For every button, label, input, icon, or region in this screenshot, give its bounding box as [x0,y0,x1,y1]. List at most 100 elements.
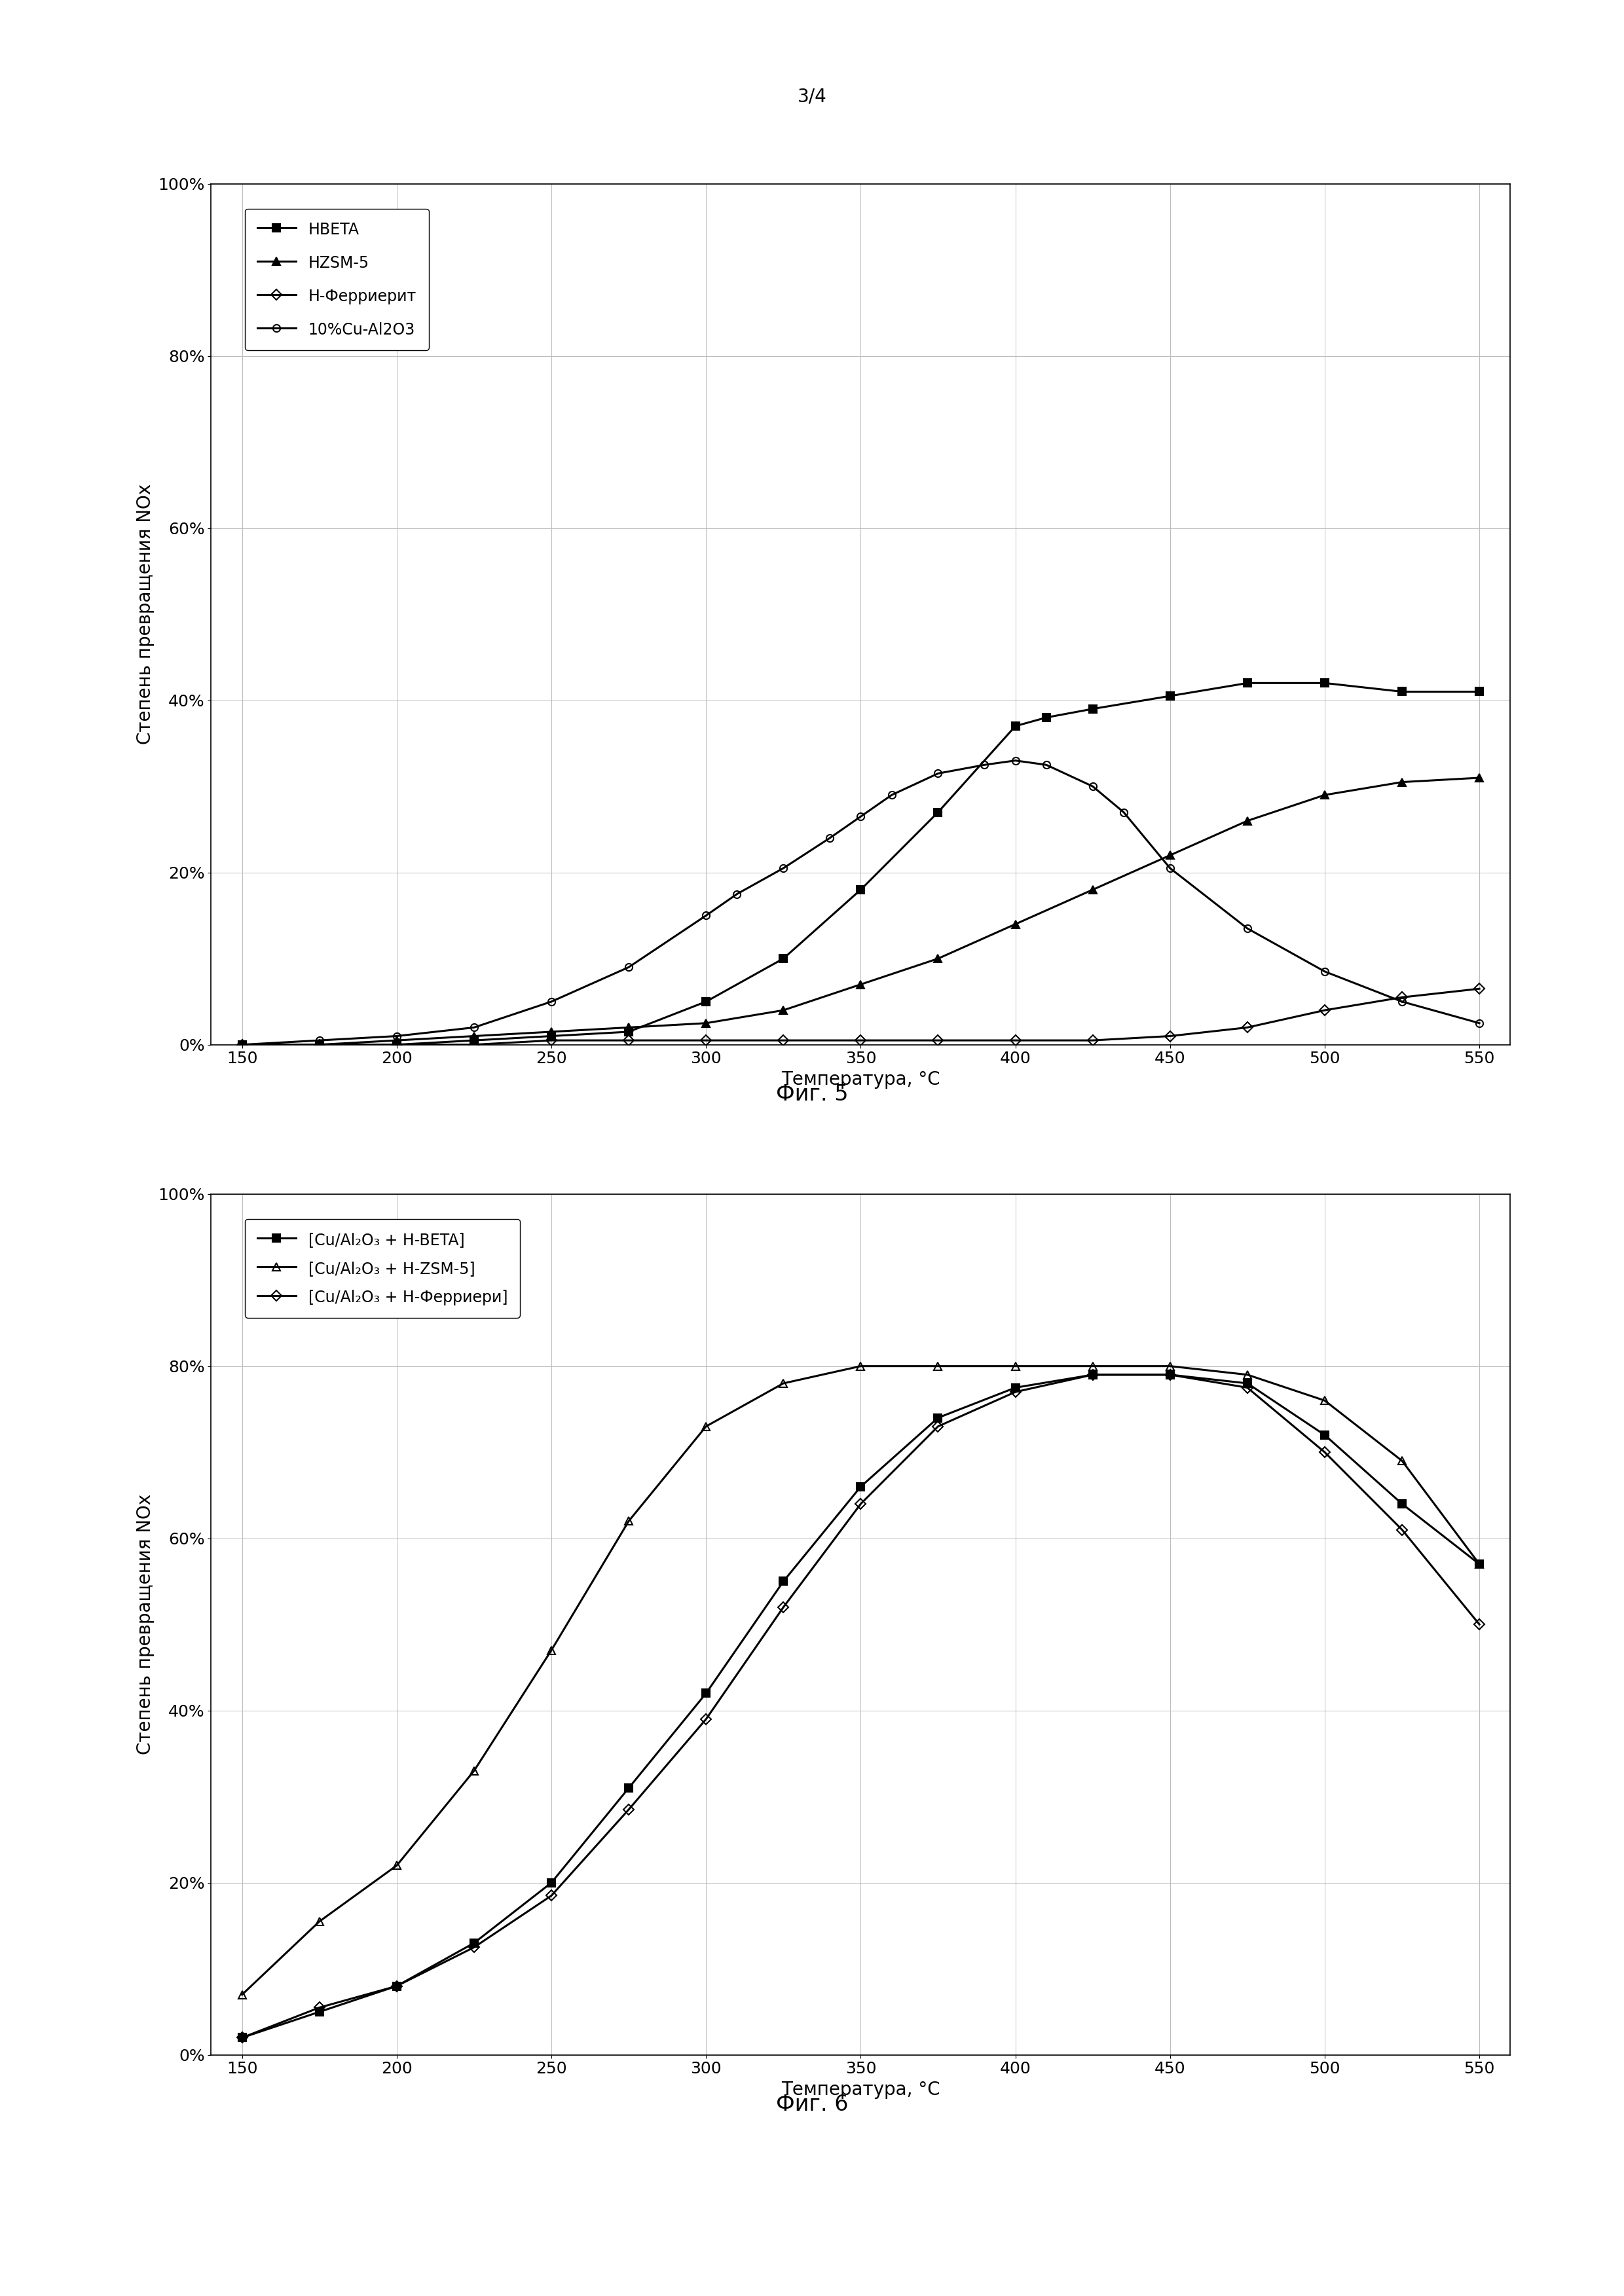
[Cu/Al₂O₃ + H-BETA] [387,1972,406,2000]
[Cu/Al₂O₃ + H-ZSM-5] [1470,1550,1489,1577]
10%Cu-Al2O3 [728,879,747,907]
[Cu/Al₂O₃ + H-Ферриери] [1237,1373,1257,1401]
[Cu/Al₂O₃ + H-Ферриери] [773,1593,793,1621]
H-Ферриерит [697,1026,716,1054]
10%Cu-Al2O3 [619,953,638,980]
H-Ферриерит [1470,976,1489,1003]
HZSM-5 [851,971,870,999]
[Cu/Al₂O₃ + H-Ферриери] [851,1490,870,1518]
10%Cu-Al2O3 [542,987,562,1015]
Legend: HBETA, HZSM-5, H-Ферриерит, 10%Cu-Al2O3: HBETA, HZSM-5, H-Ферриерит, 10%Cu-Al2O3 [245,209,429,349]
HBETA [1005,712,1025,739]
HZSM-5 [232,1031,252,1058]
HZSM-5 [773,996,793,1024]
HBETA [232,1031,252,1058]
HZSM-5 [1083,875,1103,902]
[Cu/Al₂O₃ + H-Ферриери] [464,1933,484,1961]
H-Ферриерит [929,1026,948,1054]
[Cu/Al₂O₃ + H-BETA] [773,1568,793,1596]
[Cu/Al₂O₃ + H-BETA] [1237,1368,1257,1396]
[Cu/Al₂O₃ + H-BETA] [464,1929,484,1956]
[Cu/Al₂O₃ + H-Ферриери] [1005,1378,1025,1405]
HZSM-5 [310,1031,330,1058]
HBETA [387,1031,406,1058]
HBETA [851,875,870,902]
HZSM-5 [1005,909,1025,937]
HBETA [542,1022,562,1049]
10%Cu-Al2O3 [1392,987,1411,1015]
[Cu/Al₂O₃ + H-ZSM-5] [1237,1362,1257,1389]
H-Ферриерит [619,1026,638,1054]
10%Cu-Al2O3 [1315,957,1335,985]
10%Cu-Al2O3 [1114,799,1134,827]
HBETA [464,1026,484,1054]
HBETA [1315,670,1335,698]
HBETA [773,944,793,971]
H-Ферриерит [851,1026,870,1054]
HBETA [1392,677,1411,705]
Y-axis label: Степень превращения NOх: Степень превращения NOх [136,1495,154,1754]
[Cu/Al₂O₃ + H-Ферриери] [1083,1362,1103,1389]
HBETA [1470,677,1489,705]
[Cu/Al₂O₃ + H-ZSM-5] [773,1368,793,1396]
HZSM-5 [619,1013,638,1040]
[Cu/Al₂O₃ + H-ZSM-5] [387,1851,406,1878]
10%Cu-Al2O3 [773,854,793,882]
Y-axis label: Степень превращения NOх: Степень превращения NOх [136,484,154,744]
10%Cu-Al2O3 [1083,771,1103,799]
[Cu/Al₂O₃ + H-BETA] [1160,1362,1179,1389]
Line: 10%Cu-Al2O3: 10%Cu-Al2O3 [239,758,1483,1049]
[Cu/Al₂O₃ + H-Ферриери] [1160,1362,1179,1389]
HBETA [310,1031,330,1058]
[Cu/Al₂O₃ + H-Ферриери] [232,2025,252,2053]
HBETA [1160,682,1179,709]
H-Ферриерит [232,1031,252,1058]
10%Cu-Al2O3 [974,751,994,778]
[Cu/Al₂O₃ + H-BETA] [1470,1550,1489,1577]
X-axis label: Температура, °C: Температура, °C [781,2080,940,2099]
H-Ферриерит [310,1031,330,1058]
10%Cu-Al2O3 [387,1022,406,1049]
HBETA [1237,670,1257,698]
HBETA [1083,696,1103,723]
H-Ферриерит [773,1026,793,1054]
[Cu/Al₂O₃ + H-ZSM-5] [929,1352,948,1380]
10%Cu-Al2O3 [1160,854,1179,882]
[Cu/Al₂O₃ + H-ZSM-5] [619,1506,638,1534]
HZSM-5 [1160,840,1179,868]
Line: [Cu/Al₂O₃ + H-ZSM-5]: [Cu/Al₂O₃ + H-ZSM-5] [239,1362,1483,1998]
H-Ферриерит [1005,1026,1025,1054]
H-Ферриерит [1083,1026,1103,1054]
[Cu/Al₂O₃ + H-ZSM-5] [310,1908,330,1936]
Text: Фиг. 6: Фиг. 6 [776,2094,848,2115]
HZSM-5 [1315,781,1335,808]
[Cu/Al₂O₃ + H-ZSM-5] [542,1637,562,1665]
[Cu/Al₂O₃ + H-BETA] [1005,1373,1025,1401]
[Cu/Al₂O₃ + H-BETA] [1392,1490,1411,1518]
HZSM-5 [929,944,948,971]
[Cu/Al₂O₃ + H-ZSM-5] [1392,1446,1411,1474]
[Cu/Al₂O₃ + H-Ферриери] [387,1972,406,2000]
H-Ферриерит [464,1031,484,1058]
10%Cu-Al2O3 [929,760,948,788]
[Cu/Al₂O₃ + H-Ферриери] [1392,1515,1411,1543]
[Cu/Al₂O₃ + H-BETA] [619,1775,638,1802]
10%Cu-Al2O3 [464,1013,484,1040]
[Cu/Al₂O₃ + H-ZSM-5] [1315,1387,1335,1414]
Line: H-Ферриерит: H-Ферриерит [239,985,1483,1049]
10%Cu-Al2O3 [882,781,901,808]
10%Cu-Al2O3 [1470,1010,1489,1038]
HZSM-5 [697,1010,716,1038]
Line: [Cu/Al₂O₃ + H-Ферриери]: [Cu/Al₂O₃ + H-Ферриери] [239,1371,1483,2041]
H-Ферриерит [1237,1013,1257,1040]
HZSM-5 [1470,765,1489,792]
X-axis label: Температура, °C: Температура, °C [781,1070,940,1088]
[Cu/Al₂O₃ + H-BETA] [1083,1362,1103,1389]
10%Cu-Al2O3 [1036,751,1056,778]
Line: [Cu/Al₂O₃ + H-BETA]: [Cu/Al₂O₃ + H-BETA] [239,1371,1483,2041]
HBETA [619,1017,638,1045]
[Cu/Al₂O₃ + H-ZSM-5] [232,1981,252,2009]
10%Cu-Al2O3 [1005,746,1025,774]
[Cu/Al₂O₃ + H-ZSM-5] [464,1756,484,1784]
[Cu/Al₂O₃ + H-Ферриери] [697,1706,716,1733]
